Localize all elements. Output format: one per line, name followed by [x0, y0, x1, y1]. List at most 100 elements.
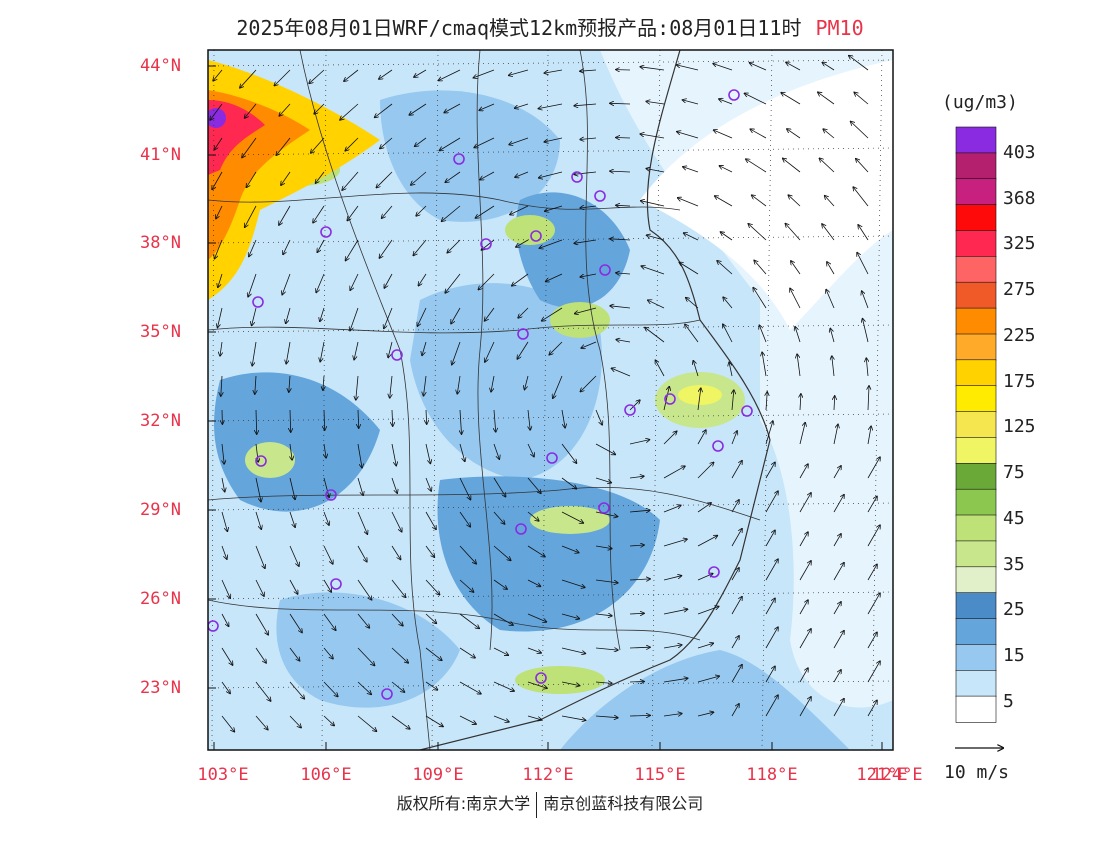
colorbar-swatch [955, 307, 997, 335]
wind-arrow [375, 103, 393, 117]
colorbar-label-325: 325 [1003, 233, 1036, 254]
colorbar-swatch [955, 566, 997, 594]
wind-arrow [833, 534, 841, 547]
wind-arrow [713, 64, 733, 71]
wind-arrow [799, 532, 808, 547]
wind-arrow [686, 298, 699, 309]
colorbar-label-15: 15 [1003, 645, 1025, 666]
wind-arrow [867, 426, 871, 445]
wind-arrow [376, 171, 393, 188]
wind-arrow [765, 627, 778, 649]
wind-arrow [580, 273, 597, 277]
lon-label-109: 109°E [412, 765, 464, 785]
wind-arrow [827, 262, 835, 275]
wind-arrow [445, 171, 461, 182]
wind-arrow [717, 261, 733, 275]
colorbar-swatch [955, 618, 997, 646]
wind-arrow [384, 273, 393, 288]
wind-arrow [731, 665, 742, 683]
wind-arrow [732, 390, 734, 411]
wind-arrow [799, 629, 811, 649]
lat-label-35: 35°N [140, 322, 181, 342]
wind-arrow [785, 224, 801, 241]
wind-arrow [516, 239, 529, 247]
colorbar-swatch [955, 152, 997, 180]
wind-arrow [282, 273, 291, 295]
wind-arrow [249, 239, 257, 257]
wind-arrow [459, 579, 474, 592]
wind-arrow [493, 511, 505, 524]
colorbar-label-5: 5 [1003, 691, 1014, 712]
colorbar-swatch [955, 204, 997, 232]
wind-arrow [316, 273, 325, 292]
wind-arrow [663, 678, 688, 683]
monitoring-station-circle-icon [530, 230, 542, 242]
wind-arrow [214, 137, 223, 150]
green-patch-hunan [530, 506, 610, 534]
monitoring-station-circle-icon [728, 89, 740, 101]
wind-arrow [538, 103, 563, 109]
wind-arrow [320, 307, 325, 321]
wind-arrow [478, 273, 495, 290]
monitoring-station-circle-icon [391, 349, 403, 361]
company-text: 南京创蓝科技有限公司 [543, 794, 704, 813]
wind-arrow [509, 137, 529, 145]
wind-arrow [561, 647, 585, 654]
wind-arrow [833, 495, 844, 513]
colorbar-label-275: 275 [1003, 279, 1036, 300]
green-patch-west [245, 442, 295, 478]
monitoring-station-circle-icon [664, 393, 676, 405]
wind-arrow [721, 232, 733, 241]
wind-arrow [595, 546, 612, 549]
wind-arrow [641, 201, 665, 207]
wind-arrow [218, 307, 223, 328]
wind-arrow [414, 69, 427, 77]
wind-arrow [213, 69, 223, 81]
monitoring-station-circle-icon [571, 171, 583, 183]
wind-arrow [581, 341, 597, 348]
wind-arrow [515, 103, 529, 108]
wind-arrow [485, 341, 495, 362]
wind-arrow [221, 613, 229, 626]
lat-label-29: 29°N [140, 500, 181, 520]
wind-arrow [314, 103, 325, 114]
wind-arrow [459, 477, 471, 500]
wind-arrow [323, 647, 333, 659]
wind-arrow [544, 137, 563, 142]
colorbar-swatch [955, 178, 997, 206]
wind-arrow [415, 137, 427, 146]
wind-arrow [610, 103, 631, 104]
wind-arrow [697, 643, 713, 649]
wind-arrow [276, 137, 291, 155]
wind-arrow [255, 647, 266, 663]
wind-arrow [527, 477, 541, 493]
wind-arrow [357, 715, 377, 731]
wind-arrow [324, 443, 326, 458]
monitoring-station-circle-icon [453, 153, 465, 165]
wind-arrow [289, 715, 301, 728]
wind-arrow [629, 682, 644, 683]
wind-arrow [218, 273, 223, 287]
wind-arrow [610, 306, 631, 308]
boundary-2 [208, 319, 701, 334]
wind-arrow [527, 579, 541, 586]
wind-arrow [663, 505, 681, 513]
wind-arrow [474, 137, 495, 148]
wind-arrow [255, 375, 256, 394]
wind-arrow [323, 579, 331, 592]
wind-arrow [818, 92, 835, 105]
wind-arrow [862, 291, 869, 309]
wind-arrow [765, 462, 775, 479]
wind-arrow [863, 319, 869, 343]
wind-arrow [823, 129, 835, 139]
wind-arrow [697, 462, 714, 479]
colorbar-swatch [955, 385, 997, 413]
wind-arrow [340, 103, 359, 120]
wind-arrow [765, 559, 778, 581]
wind-arrow [729, 362, 733, 377]
colorbar-swatch [955, 540, 997, 568]
lat-label-44: 44°N [140, 56, 181, 76]
wind-arrow [256, 443, 258, 462]
wind-arrow [323, 511, 329, 525]
wind-arrow [679, 262, 699, 275]
